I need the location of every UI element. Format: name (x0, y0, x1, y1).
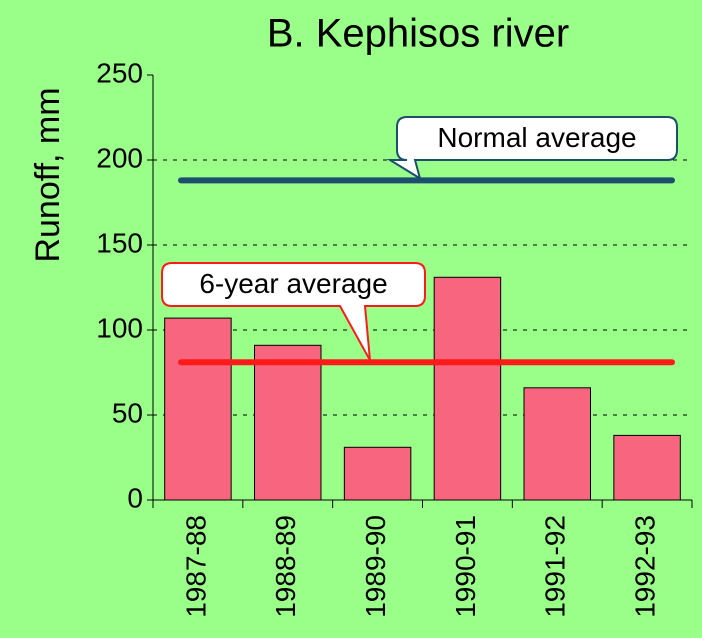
y-tick-label: 150 (96, 227, 143, 258)
y-tick-label: 200 (96, 142, 143, 173)
callout (161, 262, 426, 361)
callout (386, 116, 678, 181)
y-tick-label: 0 (127, 482, 143, 513)
y-tick-label: 50 (112, 397, 143, 428)
x-tick-label: 1987-88 (180, 515, 211, 618)
y-tick-label: 250 (96, 57, 143, 88)
bar (254, 344, 322, 501)
bar (343, 446, 412, 501)
y-tick-label: 100 (96, 312, 143, 343)
x-tick-label: 1991-92 (540, 515, 571, 618)
callout-label: 6-year average (199, 268, 387, 299)
callout-label: Normal average (437, 122, 636, 153)
y-axis-label: Runoff, mm (29, 87, 67, 262)
bar (433, 276, 502, 501)
bar (164, 317, 232, 501)
x-tick-label: 1990-91 (450, 515, 481, 618)
x-tick-label: 1992-93 (629, 515, 660, 618)
x-tick-label: 1989-90 (360, 515, 391, 618)
bar (613, 434, 681, 501)
x-tick-label: 1988-89 (270, 515, 301, 618)
chart-title: B. Kephisos river (267, 12, 569, 56)
bar (523, 387, 591, 501)
